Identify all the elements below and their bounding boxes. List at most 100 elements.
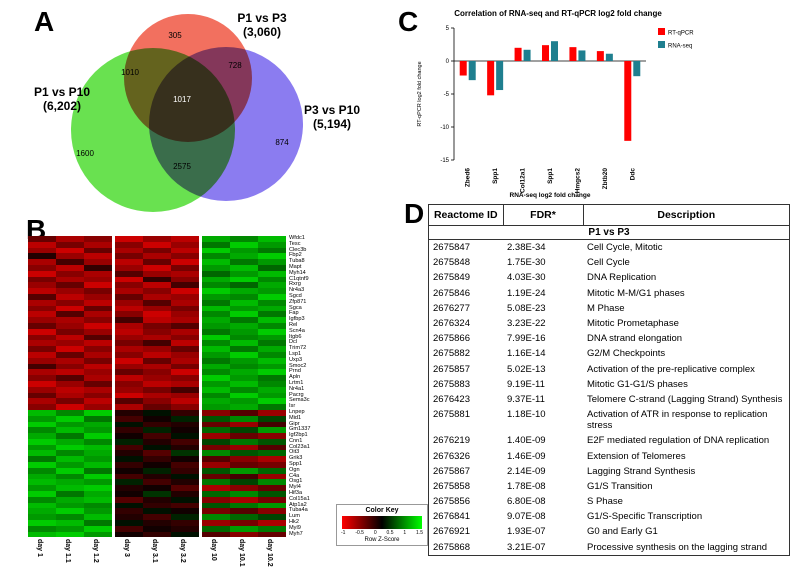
heatmap-cell bbox=[171, 392, 199, 399]
header-reactome-id: Reactome ID bbox=[428, 204, 504, 226]
heatmap-cell bbox=[56, 409, 84, 416]
heatmap-cell bbox=[230, 288, 258, 294]
heatmap-cell bbox=[143, 392, 171, 399]
heatmap-cell bbox=[230, 346, 258, 352]
cell-description: G1/S Transition bbox=[587, 480, 653, 492]
reactome-table: Reactome ID FDR* Description P1 vs P3 26… bbox=[428, 204, 790, 556]
heatmap-cell bbox=[143, 311, 171, 318]
heatmap-row: Smoc2 bbox=[28, 363, 338, 370]
venn-set1-total: (3,060) bbox=[243, 25, 281, 39]
heatmap-cell bbox=[258, 357, 286, 364]
heatmap-cell bbox=[171, 305, 199, 312]
heatmap-cell bbox=[115, 380, 143, 387]
venn-count-all-three: 1017 bbox=[173, 95, 191, 104]
gene-label: Osg1 bbox=[289, 478, 303, 485]
cell-fdr: 6.80E-08 bbox=[507, 496, 546, 508]
heatmap-row: Rxrg bbox=[28, 282, 338, 289]
bar-category-label: Col12a1 bbox=[520, 168, 527, 193]
heatmap-cell bbox=[230, 438, 258, 445]
header-description: Description bbox=[582, 204, 790, 226]
cell-reactome-id: 2675846 bbox=[433, 287, 470, 299]
heatmap-cell bbox=[84, 288, 112, 294]
heatmap-column-label: day 1.1 bbox=[64, 539, 71, 563]
heatmap-cell bbox=[143, 346, 171, 352]
heatmap-cell bbox=[56, 496, 84, 503]
heatmap-cell bbox=[258, 253, 286, 260]
heatmap-cell bbox=[115, 491, 143, 497]
heatmap-cell bbox=[230, 421, 258, 428]
heatmap-cell bbox=[84, 328, 112, 335]
heatmap-cell bbox=[28, 479, 56, 486]
heatmap-cell bbox=[56, 438, 84, 445]
cell-reactome-id: 2675883 bbox=[433, 378, 470, 390]
heatmap-cell bbox=[28, 322, 56, 329]
heatmap-cell bbox=[230, 317, 258, 323]
heatmap-cell bbox=[143, 479, 171, 486]
heatmap-cell bbox=[143, 473, 171, 480]
heatmap-cell bbox=[230, 270, 258, 277]
heatmap-cell bbox=[115, 467, 143, 474]
heatmap-cell bbox=[28, 398, 56, 405]
heatmap-cell bbox=[143, 357, 171, 364]
heatmap-cell bbox=[56, 473, 84, 480]
bar-category-label: Zbed6 bbox=[465, 168, 472, 188]
cell-reactome-id: 2676219 bbox=[433, 435, 470, 447]
table-row: 2676326 1.46E-09 Extension of Telomeres bbox=[429, 448, 790, 463]
heatmap-cell bbox=[202, 485, 230, 492]
gene-label: Col23a1 bbox=[289, 443, 310, 450]
heatmap-cell bbox=[115, 259, 143, 265]
heatmap-cell bbox=[230, 351, 258, 358]
heatmap-cell bbox=[115, 340, 143, 347]
heatmap-cell bbox=[230, 525, 258, 532]
heatmap-cell bbox=[202, 438, 230, 445]
heatmap-cell bbox=[202, 421, 230, 428]
heatmap-cell bbox=[84, 247, 112, 254]
heatmap-cell bbox=[230, 456, 258, 463]
cell-reactome-id: 2676423 bbox=[433, 393, 470, 405]
cell-reactome-id: 2676324 bbox=[433, 318, 470, 330]
cell-reactome-id: 2675858 bbox=[433, 480, 470, 492]
heatmap-cell bbox=[28, 467, 56, 474]
venn-diagram: P1 vs P3 (3,060) P1 vs P10 (6,202) P3 vs… bbox=[34, 11, 360, 212]
heatmap-cell bbox=[258, 293, 286, 300]
heatmap-cell bbox=[84, 282, 112, 289]
cell-reactome-id: 2675881 bbox=[433, 409, 470, 421]
table-row: 2676921 1.93E-07 G0 and Early G1 bbox=[429, 524, 790, 539]
heatmap-cell bbox=[171, 398, 199, 405]
heatmap-cell bbox=[258, 514, 286, 521]
heatmap-cell bbox=[115, 311, 143, 318]
heatmap-cell bbox=[115, 502, 143, 509]
heatmap-cell bbox=[84, 317, 112, 323]
heatmap-cell bbox=[230, 276, 258, 283]
bar-rna-seq bbox=[496, 61, 504, 91]
cell-fdr: 5.08E-23 bbox=[507, 302, 546, 314]
y-axis-tick-label: 5 bbox=[446, 26, 450, 32]
y-axis-tick-label: -5 bbox=[444, 92, 450, 98]
heatmap-cell bbox=[230, 415, 258, 422]
cell-description: G1/S-Specific Transcription bbox=[587, 511, 703, 523]
heatmap-cell bbox=[258, 282, 286, 289]
heatmap-row: Col15a1 bbox=[28, 496, 338, 503]
heatmap-cell bbox=[202, 502, 230, 509]
gene-label: Myh14 bbox=[289, 269, 306, 276]
heatmap-cell bbox=[143, 236, 171, 242]
heatmap-cell bbox=[56, 392, 84, 399]
heatmap-cell bbox=[230, 485, 258, 492]
heatmap-cell bbox=[171, 236, 199, 242]
heatmap-cell bbox=[171, 346, 199, 352]
color-key-tick: 1 bbox=[403, 530, 407, 536]
heatmap-cell bbox=[143, 438, 171, 445]
heatmap-cell bbox=[143, 444, 171, 451]
heatmap-cell bbox=[84, 253, 112, 260]
heatmap-cell bbox=[115, 479, 143, 486]
heatmap-cell bbox=[28, 508, 56, 515]
heatmap-cell bbox=[115, 409, 143, 416]
gene-label: Sgcd bbox=[289, 292, 302, 299]
heatmap-cell bbox=[202, 369, 230, 376]
heatmap-column-label: day 10.2 bbox=[266, 539, 273, 567]
heatmap-cell bbox=[230, 369, 258, 376]
bar-chart-plot: 5 0 -5 -10 -15 Zbed6 Spp1 Col12a1 Spp1 Hmgcs2 Zbtb… bbox=[440, 26, 646, 193]
heatmap-cell bbox=[84, 427, 112, 434]
heatmap-cell bbox=[230, 241, 258, 248]
heatmap-cell bbox=[143, 264, 171, 271]
